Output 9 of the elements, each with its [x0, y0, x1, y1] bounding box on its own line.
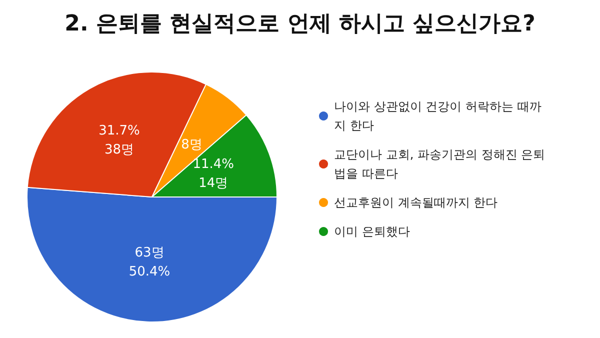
data-label: 8명	[181, 137, 202, 152]
legend-label: 나이와 상관없이 건강이 허락하는 때까지 한다	[334, 100, 542, 132]
data-label: 11.4% 14명	[192, 157, 234, 192]
data-label: 63명 50.4%	[128, 245, 170, 280]
data-label: 31.7% 38명	[98, 123, 140, 158]
legend-label: 이미 은퇴했다	[334, 224, 410, 238]
legend-label: 선교후원이 계속될때까지 한다	[334, 196, 498, 210]
legend-label: 교단이나 교회, 파송기관의 정해진 은퇴법을 따른다	[334, 148, 546, 180]
chart-title: 2. 은퇴를 현실적으로 언제 하시고 싶으신가요?	[64, 12, 536, 36]
